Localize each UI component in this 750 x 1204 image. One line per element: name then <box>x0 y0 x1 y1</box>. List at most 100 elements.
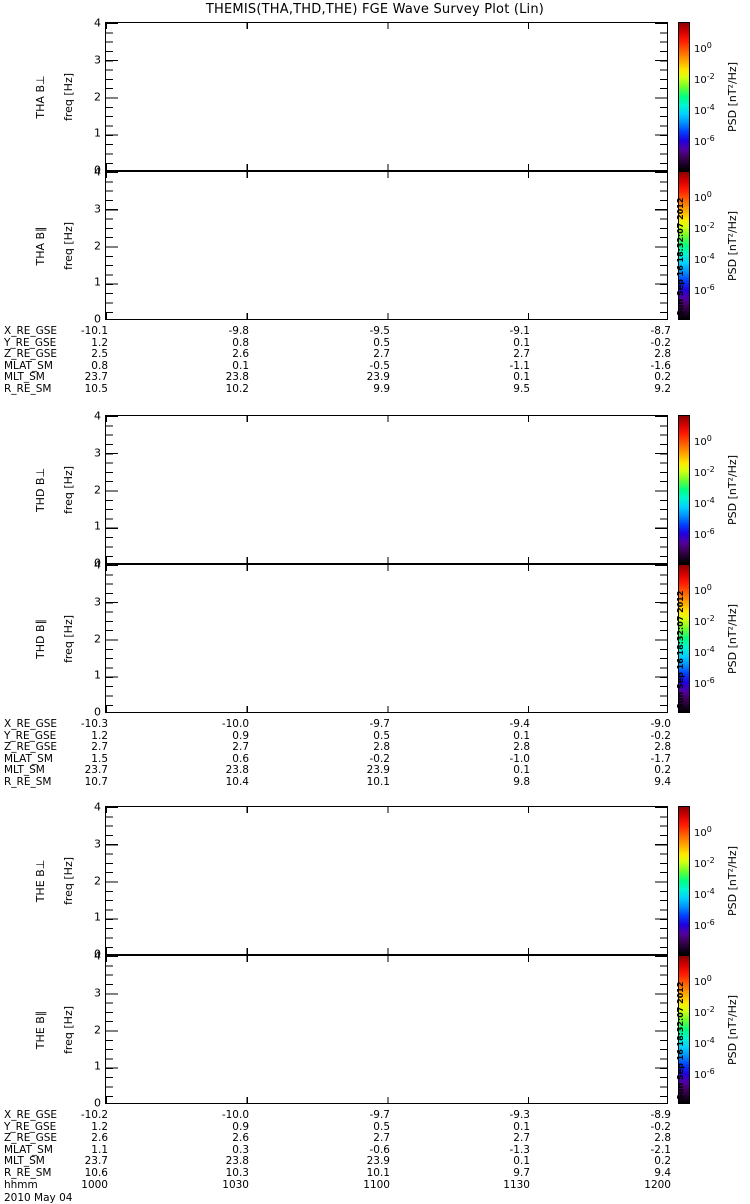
colorbar-thd-0[interactable] <box>678 415 690 564</box>
y-tick-label: 2 <box>94 90 101 103</box>
y-tick-label: 1 <box>94 126 101 140</box>
ephemeris-value: 0.8 <box>91 359 108 372</box>
y-tick-label: 1 <box>94 519 101 533</box>
ephemeris-value: -0.2 <box>650 729 672 742</box>
colorbar-axis-label: PSD [nT²/Hz] <box>726 845 739 916</box>
y-tick-label: 2 <box>94 632 101 645</box>
ephemeris-value: -9.4 <box>509 718 531 730</box>
spectrogram-panel-thd-0[interactable] <box>105 415 668 564</box>
spectrogram-panel-thd-1[interactable] <box>105 564 668 713</box>
axis-ticks <box>106 313 667 319</box>
ephemeris-value: 2.7 <box>373 1132 390 1145</box>
ephemeris-row-label: MLAT_SM <box>4 359 53 372</box>
colorbar-tick-label: 10-2 <box>694 71 715 87</box>
ephemeris-value: 0.1 <box>513 336 530 349</box>
colorbar-tick-label: 10-2 <box>694 220 715 236</box>
axis-ticks <box>106 172 667 178</box>
ephemeris-value: -10.0 <box>221 718 249 730</box>
y-tick-label: 4 <box>94 16 101 30</box>
colorbar-the-0[interactable] <box>678 806 690 955</box>
ephemeris-value: -10.1 <box>80 325 108 337</box>
colorbar-tick-label: 10-6 <box>694 282 715 298</box>
colorbar-tick-label: 10-2 <box>694 855 715 871</box>
ephemeris-value: 0.1 <box>513 764 530 777</box>
ephemeris-value: 23.9 <box>366 371 390 384</box>
axis-ticks <box>106 565 118 712</box>
ephemeris-value: 9.7 <box>513 1167 530 1179</box>
y-tick-label: 4 <box>94 409 101 423</box>
spectrogram-panel-the-0[interactable] <box>105 806 668 955</box>
ephemeris-value: -0.2 <box>369 752 391 765</box>
ephemeris-value: 1.1 <box>91 1143 108 1156</box>
ephemeris-value: 23.8 <box>225 764 249 777</box>
axis-ticks <box>106 948 667 954</box>
ephemeris-row-label: R_RE_SM <box>4 776 52 788</box>
spectrogram-panel-the-1[interactable] <box>105 955 668 1104</box>
ephemeris-value: -10.3 <box>80 718 108 730</box>
colorbar-tick-label: 10-6 <box>694 133 715 149</box>
ephemeris-row-label: MLAT_SM <box>4 752 53 765</box>
y-tick-label: 3 <box>94 53 101 67</box>
axis-ticks <box>106 416 667 422</box>
colorbar-tick-label: 10-4 <box>694 886 715 902</box>
ephemeris-value: -1.0 <box>509 752 531 765</box>
ephemeris-value: 0.1 <box>513 1120 530 1133</box>
colorbar-axis-label: PSD [nT²/Hz] <box>726 210 739 281</box>
ephemeris-value: 23.9 <box>366 764 390 777</box>
axis-ticks <box>106 164 667 170</box>
ephemeris-value: 0.6 <box>232 752 249 765</box>
colorbar-tick-label: 10-4 <box>694 102 715 118</box>
colorbar-tick-label: 10-2 <box>694 613 715 629</box>
ephemeris-value: 23.8 <box>225 1155 249 1168</box>
axis-ticks <box>106 956 118 1103</box>
spectrogram-panel-tha-1[interactable] <box>105 171 668 320</box>
render-timestamp: Sun Sep 16 18:32:07 2012 <box>676 981 685 1100</box>
ephemeris-value: 2.7 <box>513 348 530 361</box>
ephemeris-value: 2.7 <box>91 741 108 754</box>
ephemeris-row-label: Z_RE_GSE <box>4 348 58 361</box>
ephemeris-value: 2.6 <box>232 1132 249 1145</box>
ephemeris-value: 2.7 <box>513 1132 530 1145</box>
ephemeris-value: 2.8 <box>654 348 671 361</box>
colorbar-thd-1[interactable] <box>678 564 690 713</box>
ephemeris-value: -0.6 <box>369 1143 391 1156</box>
spectrogram-panel-tha-0[interactable] <box>105 22 668 171</box>
y-tick-label: 4 <box>94 558 101 572</box>
y-tick-label: 2 <box>94 483 101 496</box>
colorbar-tick-label: 100 <box>694 189 712 205</box>
y-tick-label: 0 <box>94 312 101 326</box>
colorbar-the-1[interactable] <box>678 955 690 1104</box>
ephemeris-row-label: Z_RE_GSE <box>4 741 58 754</box>
ephemeris-value: 0.3 <box>232 1143 249 1156</box>
colorbar-tick-label: 10-4 <box>694 495 715 511</box>
colorbar-axis-label: PSD [nT²/Hz] <box>726 61 739 132</box>
ephemeris-value: 10.2 <box>225 383 249 395</box>
ephemeris-value: 0.2 <box>654 764 671 777</box>
ephemeris-value: 1.5 <box>91 752 108 765</box>
ephemeris-value: -0.2 <box>650 336 672 349</box>
colorbar-tha-0[interactable] <box>678 22 690 171</box>
colorbar-tick-label: 10-6 <box>694 917 715 933</box>
ephemeris-value: -8.7 <box>650 325 672 337</box>
ephemeris-value: 2.6 <box>232 348 249 361</box>
panel-unit-label: freq [Hz] <box>62 72 75 121</box>
ephemeris-value: 1.2 <box>91 336 108 349</box>
axis-ticks <box>106 557 667 563</box>
ephemeris-value: 2.6 <box>91 1132 108 1145</box>
panel-label-the-1: THE B∥ <box>34 1010 47 1049</box>
colorbar-tick-label: 10-6 <box>694 526 715 542</box>
y-tick-label: 2 <box>94 1023 101 1036</box>
ephemeris-value: -8.9 <box>650 1109 672 1121</box>
y-tick-label: 1 <box>94 275 101 289</box>
ephemeris-value: 10.5 <box>84 383 108 395</box>
ephemeris-value: 10.7 <box>84 776 108 788</box>
colorbar-tha-1[interactable] <box>678 171 690 320</box>
ephemeris-value: 2.7 <box>373 348 390 361</box>
footer-date: 2010 May 04 <box>4 1192 73 1204</box>
panel-label-the-0: THE B⊥ <box>34 859 47 902</box>
y-tick-label: 0 <box>94 705 101 719</box>
ephemeris-value: 1100 <box>363 1178 390 1191</box>
ephemeris-value: 0.5 <box>373 729 390 742</box>
page-title: THEMIS(THA,THD,THE) FGE Wave Survey Plot… <box>205 2 545 17</box>
y-tick-label: 3 <box>94 202 101 216</box>
